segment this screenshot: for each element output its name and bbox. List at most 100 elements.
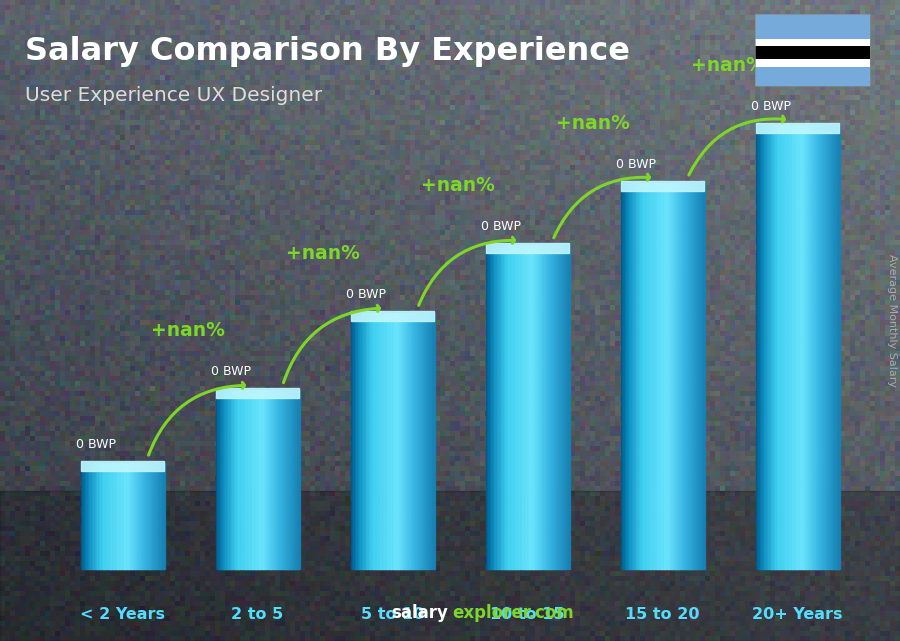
Bar: [835, 124, 838, 569]
Bar: [788, 124, 790, 569]
Bar: [756, 122, 840, 133]
Bar: [636, 183, 638, 569]
Bar: [92, 463, 94, 569]
Bar: [525, 246, 527, 569]
Bar: [376, 313, 378, 569]
Bar: [216, 390, 218, 569]
Bar: [278, 390, 281, 569]
Text: 0 BWP: 0 BWP: [616, 158, 655, 171]
Bar: [156, 463, 158, 569]
Bar: [153, 463, 156, 569]
Bar: [787, 124, 788, 569]
Bar: [140, 463, 143, 569]
Bar: [122, 463, 123, 569]
Bar: [512, 246, 515, 569]
Bar: [362, 313, 364, 569]
Bar: [812, 124, 814, 569]
Bar: [242, 390, 245, 569]
Bar: [370, 313, 373, 569]
Text: User Experience UX Designer: User Experience UX Designer: [25, 86, 322, 105]
Bar: [284, 390, 286, 569]
Bar: [118, 463, 121, 569]
Text: 0 BWP: 0 BWP: [346, 288, 386, 301]
Bar: [630, 183, 633, 569]
Bar: [112, 463, 113, 569]
Bar: [696, 183, 698, 569]
Bar: [527, 246, 530, 569]
Bar: [109, 463, 111, 569]
Bar: [232, 390, 235, 569]
Text: < 2 Years: < 2 Years: [80, 607, 165, 622]
Bar: [125, 463, 128, 569]
Bar: [809, 124, 811, 569]
Bar: [408, 313, 410, 569]
Bar: [568, 246, 571, 569]
Bar: [792, 124, 795, 569]
Bar: [760, 124, 762, 569]
Text: +nan%: +nan%: [421, 176, 495, 196]
Bar: [82, 463, 85, 569]
Bar: [818, 124, 821, 569]
Bar: [828, 124, 831, 569]
Bar: [241, 390, 243, 569]
Bar: [117, 463, 120, 569]
Bar: [265, 390, 267, 569]
Bar: [89, 463, 92, 569]
Bar: [755, 39, 870, 46]
Text: 5 to 10: 5 to 10: [361, 607, 424, 622]
Bar: [778, 124, 780, 569]
Bar: [654, 183, 656, 569]
Bar: [680, 183, 683, 569]
Text: explorer.com: explorer.com: [452, 604, 574, 622]
Bar: [128, 463, 130, 569]
Bar: [670, 183, 672, 569]
Bar: [379, 313, 381, 569]
Bar: [702, 183, 704, 569]
Bar: [231, 390, 233, 569]
Bar: [395, 313, 398, 569]
Text: Average Monthly Salary: Average Monthly Salary: [887, 254, 897, 388]
Bar: [668, 183, 670, 569]
Bar: [757, 124, 760, 569]
Bar: [621, 181, 705, 190]
Bar: [529, 246, 531, 569]
Bar: [160, 463, 163, 569]
Bar: [99, 463, 101, 569]
Bar: [523, 246, 526, 569]
Text: salary: salary: [392, 604, 448, 622]
Bar: [805, 124, 807, 569]
Bar: [820, 124, 823, 569]
Bar: [814, 124, 816, 569]
Bar: [501, 246, 503, 569]
Bar: [384, 313, 386, 569]
Bar: [405, 313, 408, 569]
Bar: [499, 246, 500, 569]
Bar: [124, 463, 126, 569]
Bar: [784, 124, 786, 569]
Bar: [632, 183, 634, 569]
Bar: [430, 313, 433, 569]
Bar: [658, 183, 661, 569]
Text: Salary Comparison By Experience: Salary Comparison By Experience: [25, 36, 630, 67]
Bar: [86, 463, 88, 569]
Bar: [110, 463, 112, 569]
Bar: [692, 183, 694, 569]
Bar: [260, 390, 263, 569]
Bar: [832, 124, 835, 569]
Bar: [250, 390, 253, 569]
Bar: [838, 124, 841, 569]
Bar: [360, 313, 363, 569]
Bar: [274, 390, 276, 569]
Bar: [94, 463, 97, 569]
Bar: [674, 183, 676, 569]
Text: +nan%: +nan%: [691, 56, 765, 74]
Bar: [815, 124, 818, 569]
Bar: [291, 390, 293, 569]
Bar: [514, 246, 516, 569]
Bar: [387, 313, 390, 569]
Bar: [143, 463, 146, 569]
Bar: [519, 246, 521, 569]
Bar: [563, 246, 566, 569]
Bar: [810, 124, 813, 569]
Bar: [221, 390, 223, 569]
